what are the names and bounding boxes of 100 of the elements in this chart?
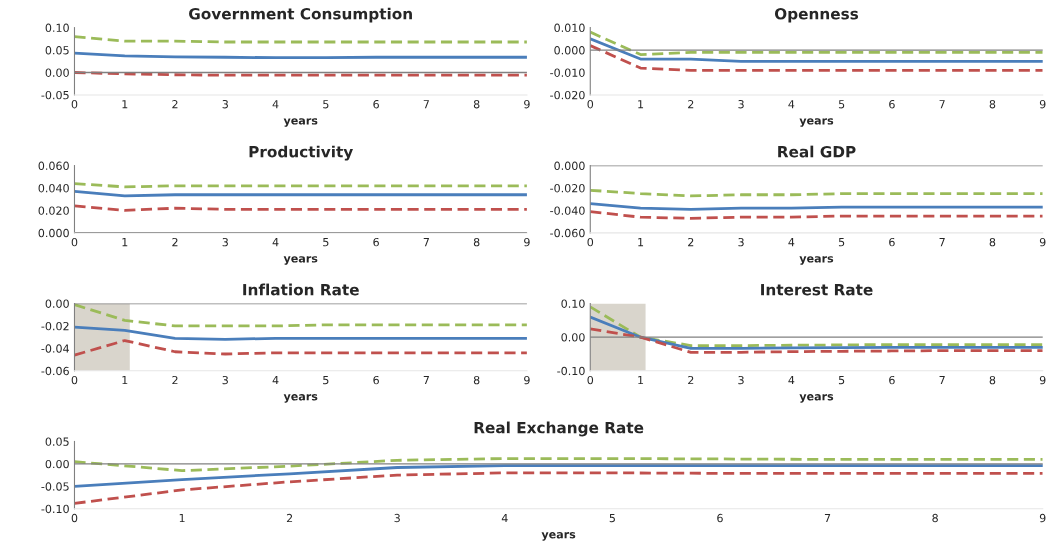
chart-title: Inflation Rate	[243, 283, 359, 296]
y-tick-label: 0.10	[561, 299, 585, 308]
y-tick-label: 0.000	[38, 228, 69, 238]
x-tick-label: 8	[989, 237, 996, 247]
y-tick-label: -0.05	[41, 90, 69, 100]
x-tick-label: 3	[738, 237, 744, 247]
x-tick-label: 2	[172, 375, 178, 385]
x-tick-label: 7	[939, 100, 945, 109]
x-tick-label: 0	[587, 237, 594, 247]
y-tick-label: -0.10	[557, 366, 585, 376]
x-tick-label: 2	[172, 100, 178, 109]
x-tick-label: 9	[1039, 513, 1046, 523]
x-tick-label: 7	[939, 238, 945, 247]
x-tick-label: 6	[373, 375, 379, 385]
y-tick-label: -0.04	[41, 344, 69, 353]
x-tick-label: 9	[524, 100, 530, 109]
x-tick-label: 5	[323, 238, 329, 247]
x-tick-label: 0	[71, 513, 78, 523]
x-tick-label: 8	[473, 237, 480, 247]
y-tick-label: 0.00	[45, 299, 69, 308]
x-tick-label: 0	[71, 237, 78, 247]
x-tick-label: 6	[889, 100, 895, 109]
y-tick-label: 0.000	[554, 46, 585, 55]
x-tick-label: 1	[638, 100, 644, 109]
x-tick-label: 4	[272, 238, 279, 247]
y-tick-label: -0.10	[41, 504, 69, 514]
x-tick-label: 4	[788, 100, 795, 109]
x-tick-label: 0	[587, 375, 594, 385]
x-tick-label: 8	[989, 375, 996, 385]
x-tick-label: 0	[587, 100, 594, 109]
x-tick-label: 1	[122, 238, 128, 247]
x-tick-label: 4	[501, 513, 508, 523]
y-tick-label: 0.00	[45, 459, 69, 469]
y-tick-label: 0.040	[38, 183, 69, 193]
y-tick-label: -0.02	[41, 321, 69, 331]
x-tick-label: 7	[824, 513, 831, 523]
chart-title: Productivity	[249, 145, 353, 161]
x-tick-label: 8	[473, 100, 480, 109]
x-axis-title: years	[541, 532, 576, 541]
x-tick-label: 6	[889, 375, 895, 385]
x-tick-label: 2	[286, 513, 293, 523]
x-tick-label: 3	[222, 100, 228, 109]
chart-title: Government Consumption	[189, 7, 412, 23]
x-tick-label: 7	[423, 100, 429, 109]
x-tick-label: 9	[524, 375, 530, 385]
x-tick-label: 9	[1039, 375, 1046, 385]
y-tick-label: -0.020	[550, 90, 585, 100]
x-tick-label: 8	[473, 375, 480, 385]
y-tick-label: 0.05	[45, 46, 69, 55]
x-tick-label: 3	[222, 375, 228, 385]
x-tick-label: 2	[172, 237, 178, 247]
x-tick-label: 2	[688, 100, 694, 109]
y-tick-label: 0.020	[38, 206, 69, 215]
y-tick-label: -0.06	[41, 366, 69, 376]
chart-title: Interest Rate	[761, 284, 873, 296]
y-tick-label: -0.060	[550, 228, 585, 238]
x-tick-label: 7	[423, 238, 429, 247]
x-tick-label: 5	[323, 100, 329, 109]
x-tick-label: 4	[788, 376, 795, 385]
y-tick-label: -0.020	[550, 183, 585, 193]
x-tick-label: 3	[222, 237, 228, 247]
x-tick-label: 5	[838, 376, 845, 385]
x-tick-label: 4	[272, 100, 279, 109]
y-tick-label: 0.060	[38, 161, 69, 170]
x-tick-label: 1	[122, 100, 128, 109]
x-tick-label: 8	[989, 100, 996, 109]
x-axis-title: years	[283, 256, 318, 265]
x-axis-title: years	[799, 256, 834, 265]
y-tick-label: 0.10	[45, 23, 69, 33]
x-tick-label: 5	[838, 100, 845, 109]
chart-title: Real GDP	[778, 145, 856, 158]
y-tick-label: -0.040	[550, 206, 585, 215]
x-axis-title: years	[283, 118, 318, 127]
x-tick-label: 9	[524, 237, 530, 247]
y-tick-label: 0.000	[554, 161, 585, 170]
x-tick-label: 3	[738, 375, 744, 385]
x-tick-label: 9	[1039, 237, 1046, 247]
x-tick-label: 1	[122, 376, 128, 385]
x-tick-label: 1	[179, 513, 185, 523]
x-tick-label: 4	[272, 376, 279, 385]
x-tick-label: 5	[323, 376, 329, 385]
y-tick-label: 0.00	[561, 333, 585, 342]
x-tick-label: 2	[688, 375, 694, 385]
x-axis-title: years	[799, 394, 834, 403]
y-tick-label: 0.010	[554, 23, 585, 33]
x-tick-label: 0	[71, 375, 78, 385]
x-tick-label: 2	[688, 237, 694, 247]
x-tick-label: 5	[838, 238, 845, 247]
x-tick-label: 6	[889, 237, 895, 247]
x-tick-label: 9	[1039, 100, 1046, 109]
x-tick-label: 4	[788, 238, 795, 247]
x-axis-title: years	[799, 118, 834, 127]
chart-title: Real Exchange Rate	[474, 421, 644, 437]
y-tick-label: -0.010	[550, 68, 585, 77]
x-tick-label: 1	[638, 376, 644, 385]
chart-title: Openness	[774, 7, 859, 23]
x-axis-title: years	[283, 394, 318, 403]
y-tick-label: -0.05	[41, 482, 69, 491]
x-tick-label: 3	[738, 100, 744, 109]
x-tick-label: 0	[71, 100, 78, 109]
